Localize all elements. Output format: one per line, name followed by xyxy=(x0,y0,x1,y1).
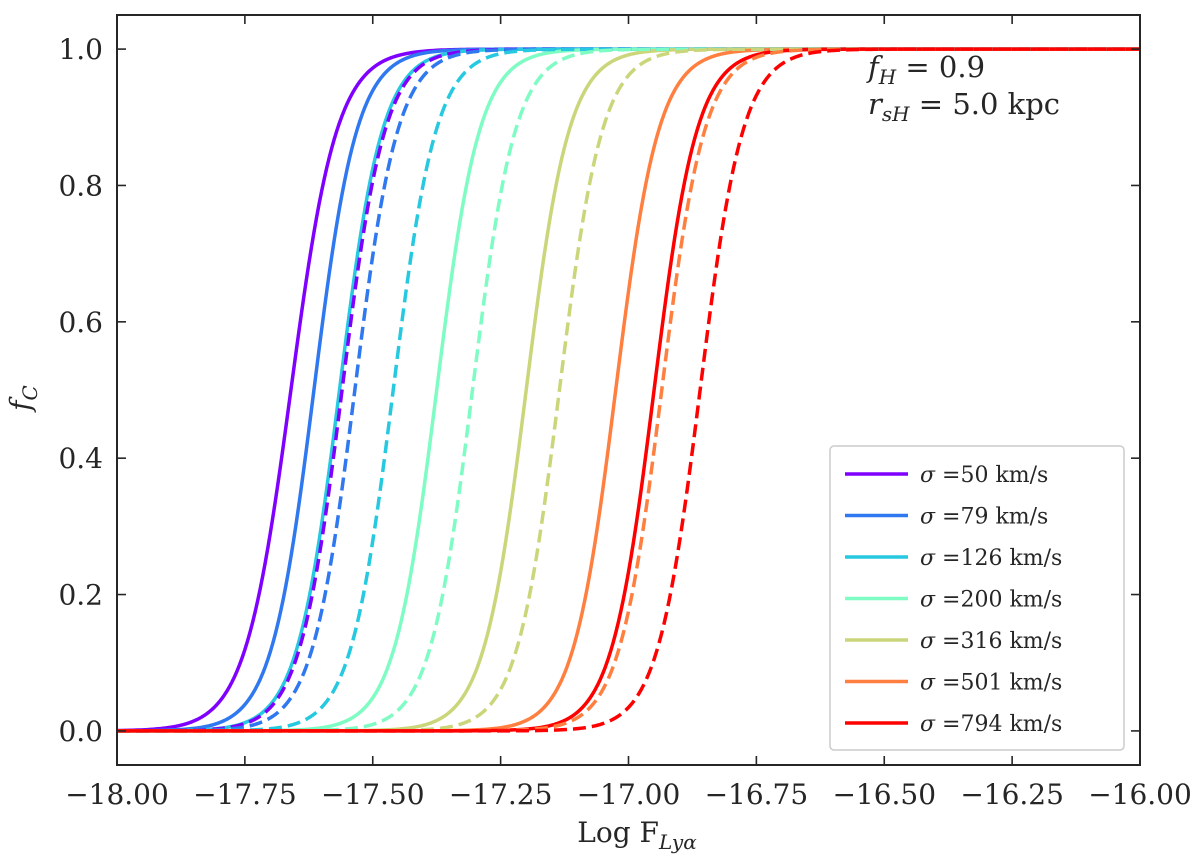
legend-label: σ =50 km/s xyxy=(920,463,1048,488)
svg-text:fH = 0.9: fH = 0.9 xyxy=(866,50,985,89)
legend-label: σ =316 km/s xyxy=(920,629,1062,654)
y-tick-label: 0.6 xyxy=(58,306,103,339)
y-axis-label: fC xyxy=(4,385,42,413)
y-tick-label: 0.8 xyxy=(58,169,103,202)
annotation-rsh-symbol: r xyxy=(868,87,884,121)
x-tick-label: −18.00 xyxy=(65,778,169,811)
x-tick-label: −17.75 xyxy=(193,778,297,811)
parameter-annotation: fH = 0.9 rsH = 5.0 kpc xyxy=(866,50,1060,126)
y-tick-label: 0.0 xyxy=(58,715,103,748)
axis-ticks: −18.00 −17.75 −17.50 −17.25 −17.00 −16.75 −16.… xyxy=(58,15,1192,811)
x-tick-label: −16.50 xyxy=(832,778,936,811)
y-tick-label: 0.2 xyxy=(58,579,103,612)
annotation-rsh-value: = 5.0 kpc xyxy=(910,87,1060,121)
x-tick-label: −17.00 xyxy=(577,778,681,811)
legend-label: σ =200 km/s xyxy=(920,588,1062,613)
legend-item: σ =50 km/s xyxy=(845,463,1048,488)
annotation-rsh-subscript: sH xyxy=(882,102,910,126)
x-tick-label: −16.25 xyxy=(960,778,1064,811)
legend-item: σ =200 km/s xyxy=(845,588,1062,613)
annotation-fh-value: = 0.9 xyxy=(896,50,985,84)
legend: σ =50 km/s σ =79 km/s σ =126 km/s σ =200 km… xyxy=(829,445,1125,751)
legend-item: σ =501 km/s xyxy=(845,671,1062,696)
x-tick-label: −16.00 xyxy=(1088,778,1192,811)
x-axis-label-subscript: Lyα xyxy=(658,830,697,854)
x-axis-label-main: Log F xyxy=(577,816,659,849)
legend-item: σ =316 km/s xyxy=(845,629,1062,654)
plot-frame xyxy=(116,14,1141,766)
legend-item: σ =126 km/s xyxy=(845,546,1062,571)
y-axis-label-subscript: C xyxy=(18,385,42,400)
x-tick-label: −17.50 xyxy=(321,778,425,811)
y-tick-label: 1.0 xyxy=(58,33,103,66)
legend-label: σ =794 km/s xyxy=(920,712,1062,737)
x-tick-label: −17.25 xyxy=(449,778,553,811)
legend-box xyxy=(829,445,1125,751)
plot-lines xyxy=(117,47,1140,733)
legend-label: σ =501 km/s xyxy=(920,671,1062,696)
annotation-fh-subscript: H xyxy=(878,65,897,89)
svg-text:rsH = 5.0 kpc: rsH = 5.0 kpc xyxy=(868,87,1060,126)
legend-item: σ =794 km/s xyxy=(845,712,1062,737)
legend-label: σ =126 km/s xyxy=(920,546,1062,571)
series-line-7-dashed xyxy=(117,47,1140,733)
legend-item: σ =79 km/s xyxy=(845,505,1048,530)
y-tick-label: 0.4 xyxy=(58,442,103,475)
x-axis-label: Log FLyα xyxy=(577,816,697,854)
legend-label: σ =79 km/s xyxy=(920,505,1048,530)
x-tick-label: −16.75 xyxy=(705,778,809,811)
